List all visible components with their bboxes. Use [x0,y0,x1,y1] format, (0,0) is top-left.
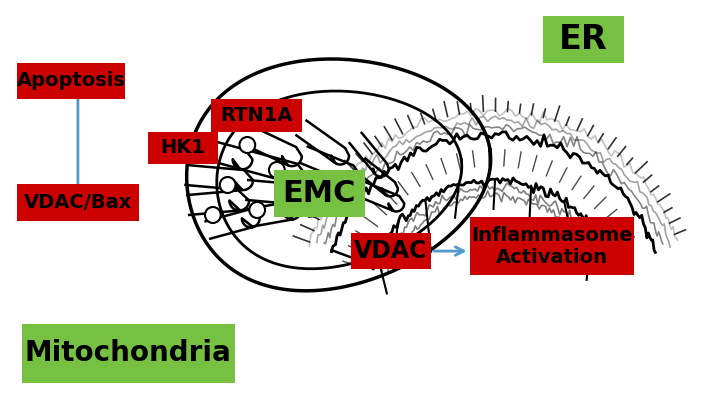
Text: Mitochondria: Mitochondria [25,339,232,367]
FancyBboxPatch shape [469,217,634,275]
Circle shape [250,202,265,218]
Text: EMC: EMC [282,179,356,208]
Circle shape [240,137,255,153]
FancyBboxPatch shape [274,170,365,217]
Text: VDAC: VDAC [354,239,427,263]
Text: Apoptosis: Apoptosis [16,72,125,90]
Text: RTN1A: RTN1A [220,106,292,125]
Circle shape [205,207,220,223]
FancyBboxPatch shape [148,132,218,164]
FancyBboxPatch shape [351,233,431,269]
FancyBboxPatch shape [543,16,624,63]
FancyBboxPatch shape [16,184,139,221]
Circle shape [220,177,235,193]
Circle shape [269,162,284,178]
Text: Inflammasome
Activation: Inflammasome Activation [471,226,633,266]
Text: VDAC/Bax: VDAC/Bax [23,193,132,212]
Text: HK1: HK1 [160,139,205,157]
FancyBboxPatch shape [21,324,235,383]
Polygon shape [187,59,491,291]
FancyBboxPatch shape [16,63,125,99]
Text: ER: ER [559,23,608,56]
FancyBboxPatch shape [210,99,301,132]
